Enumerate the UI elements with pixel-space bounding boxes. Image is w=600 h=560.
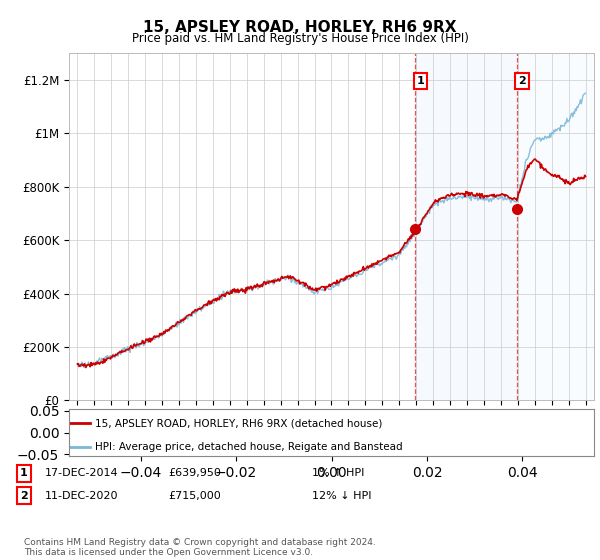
Text: 15, APSLEY ROAD, HORLEY, RH6 9RX: 15, APSLEY ROAD, HORLEY, RH6 9RX [143, 20, 457, 35]
Text: 1: 1 [417, 76, 424, 86]
Bar [415, 53, 517, 400]
Text: 11-DEC-2020: 11-DEC-2020 [45, 491, 119, 501]
Text: 1: 1 [20, 468, 28, 478]
Text: HPI: Average price, detached house, Reigate and Banstead: HPI: Average price, detached house, Reig… [95, 442, 403, 452]
Bar [517, 53, 594, 400]
Bar [517, 53, 594, 400]
Text: £715,000: £715,000 [168, 491, 221, 501]
Text: Price paid vs. HM Land Registry's House Price Index (HPI): Price paid vs. HM Land Registry's House … [131, 32, 469, 45]
Text: 1% ↑ HPI: 1% ↑ HPI [312, 468, 364, 478]
Text: 17-DEC-2014: 17-DEC-2014 [45, 468, 119, 478]
Text: 2: 2 [518, 76, 526, 86]
Text: £639,950: £639,950 [168, 468, 221, 478]
Text: 15, APSLEY ROAD, HORLEY, RH6 9RX (detached house): 15, APSLEY ROAD, HORLEY, RH6 9RX (detach… [95, 418, 383, 428]
Text: 12% ↓ HPI: 12% ↓ HPI [312, 491, 371, 501]
Text: Contains HM Land Registry data © Crown copyright and database right 2024.
This d: Contains HM Land Registry data © Crown c… [24, 538, 376, 557]
Text: 2: 2 [20, 491, 28, 501]
